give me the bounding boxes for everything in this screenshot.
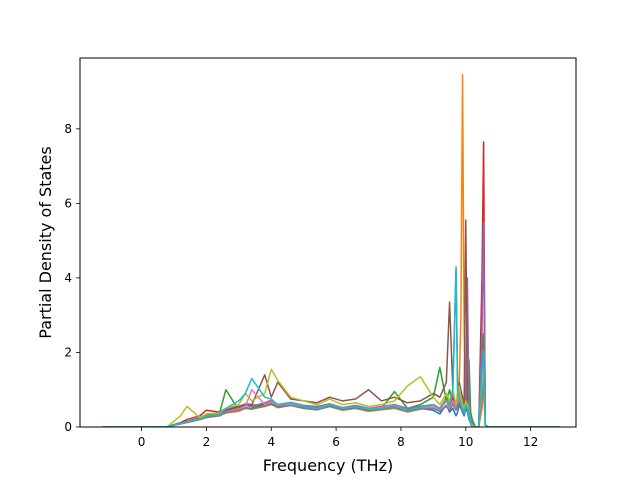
y-tick-label: 4 bbox=[64, 271, 72, 285]
x-tick-label: 4 bbox=[267, 435, 275, 449]
series-line-3 bbox=[102, 333, 560, 427]
y-tick-label: 0 bbox=[64, 420, 72, 434]
y-tick-label: 8 bbox=[64, 122, 72, 136]
y-axis-label: Partial Density of States bbox=[36, 146, 55, 338]
series-line-10 bbox=[102, 265, 560, 427]
x-tick-label: 12 bbox=[523, 435, 538, 449]
x-tick-label: 2 bbox=[203, 435, 211, 449]
x-tick-label: 8 bbox=[397, 435, 405, 449]
x-tick-label: 0 bbox=[138, 435, 146, 449]
series-layer bbox=[102, 74, 560, 427]
x-tick-label: 6 bbox=[332, 435, 340, 449]
x-tick-label: 10 bbox=[458, 435, 473, 449]
x-axis: 0 2 4 6 8 10 12 bbox=[138, 427, 538, 449]
y-axis: 0 2 4 6 8 bbox=[64, 122, 80, 434]
plot-area bbox=[79, 57, 577, 428]
y-tick-label: 2 bbox=[64, 345, 72, 359]
y-tick-label: 6 bbox=[64, 196, 72, 210]
x-axis-label: Frequency (THz) bbox=[263, 456, 393, 475]
axes-frame bbox=[79, 57, 577, 428]
